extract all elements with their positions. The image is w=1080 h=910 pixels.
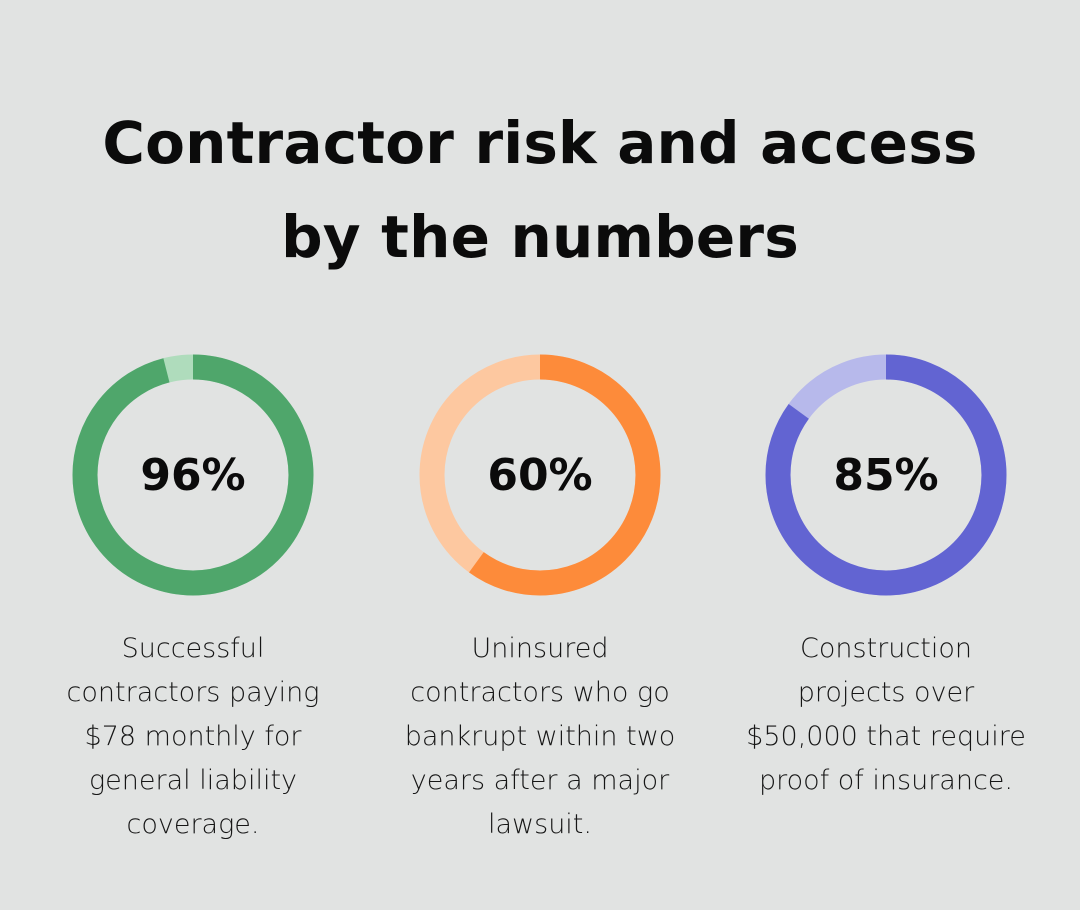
- title-line: Contractor risk and access: [102, 109, 978, 177]
- description-line: $78 monthly for: [84, 721, 302, 752]
- stat-description: Successful contractors paying $78 monthl…: [28, 627, 358, 847]
- donut-chart: 85%: [765, 354, 1007, 596]
- description-line: coverage.: [126, 809, 260, 840]
- description-line: contractors who go: [410, 677, 670, 708]
- donut-value-arc: [419, 354, 661, 596]
- title-line: by the numbers: [281, 203, 799, 271]
- page-title: Contractor risk and access by the number…: [0, 96, 1080, 284]
- description-line: projects over: [797, 677, 975, 708]
- description-line: $50,000 that require: [746, 721, 1026, 752]
- description-line: general liability: [88, 765, 298, 796]
- description-line: lawsuit.: [488, 809, 592, 840]
- description-line: bankrupt within two: [404, 721, 676, 752]
- stat-card: 85% Construction projects over $50,000 t…: [716, 350, 1056, 803]
- description-line: Uninsured: [471, 633, 609, 664]
- description-line: proof of insurance.: [759, 765, 1013, 796]
- description-line: Successful: [121, 633, 265, 664]
- donut-value-label: 96%: [140, 450, 245, 501]
- stat-card: 96% Successful contractors paying $78 mo…: [23, 350, 363, 847]
- donut-value-label: 85%: [833, 450, 938, 501]
- stat-description: Uninsured contractors who go bankrupt wi…: [375, 627, 705, 847]
- description-line: Construction: [800, 633, 972, 664]
- donut-value-arc: [765, 354, 1007, 596]
- donut-value-arc: [72, 354, 314, 596]
- description-line: contractors paying: [66, 677, 320, 708]
- donut-value-label: 60%: [487, 450, 592, 501]
- stat-description: Construction projects over $50,000 that …: [721, 627, 1051, 803]
- donut-chart: 60%: [419, 354, 661, 596]
- donut-chart: 96%: [72, 354, 314, 596]
- description-line: years after a major: [410, 765, 670, 796]
- stat-card: 60% Uninsured contractors who go bankrup…: [370, 350, 710, 847]
